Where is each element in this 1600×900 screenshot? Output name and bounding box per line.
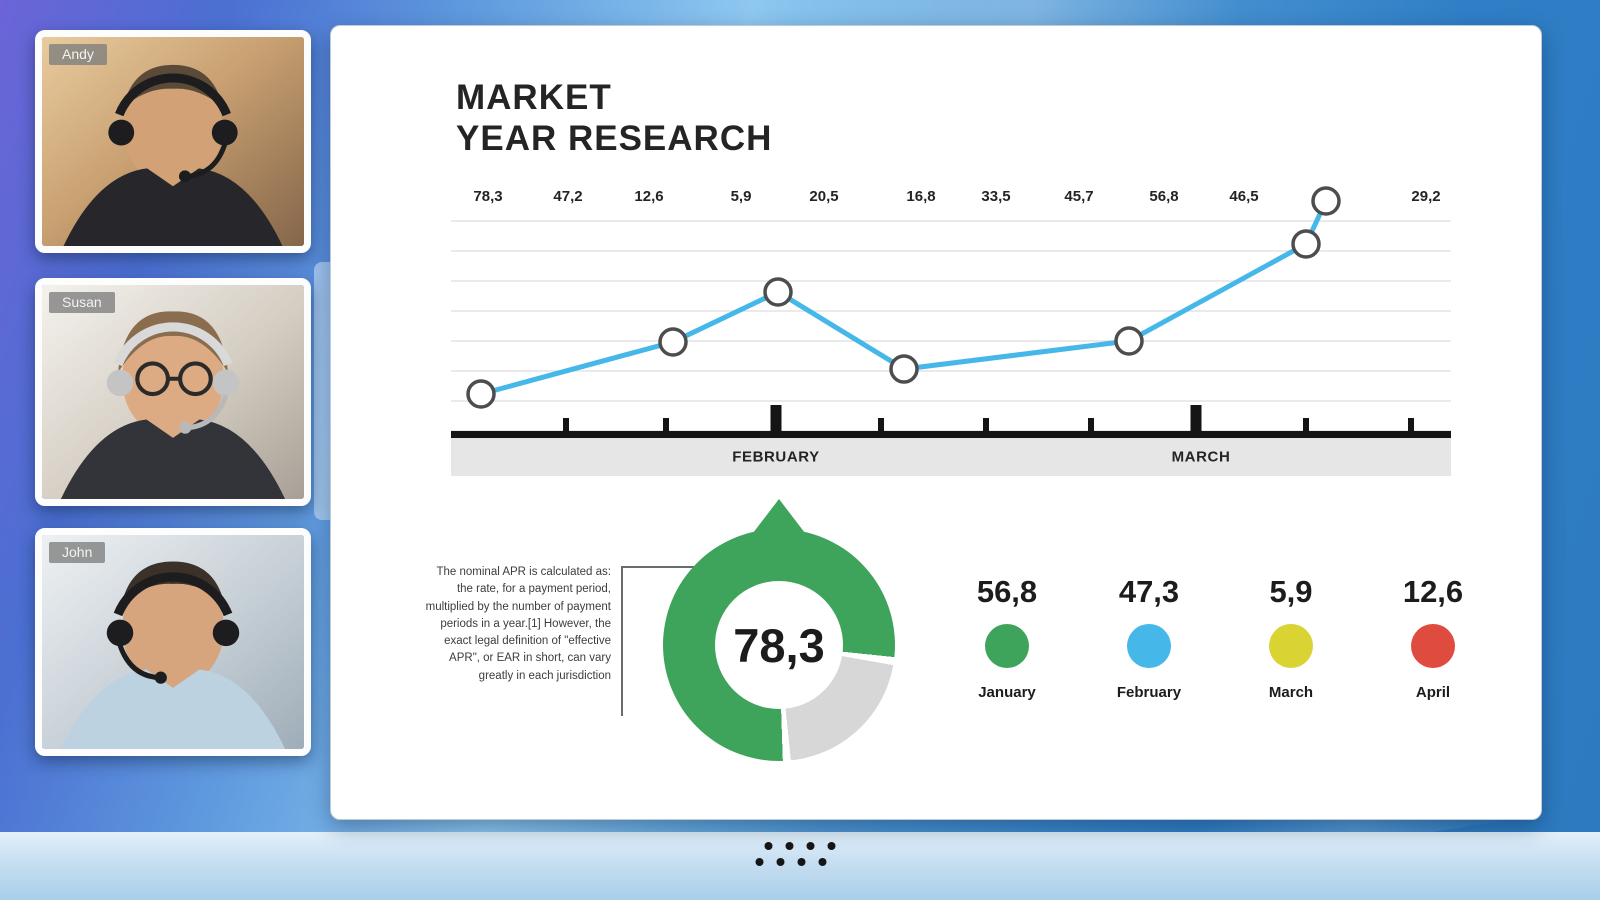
dot-icon — [785, 842, 794, 850]
axis-tick — [1303, 418, 1309, 431]
dot-icon — [776, 858, 785, 866]
line-marker — [1311, 186, 1341, 216]
axis-band: FEBRUARY MARCH — [451, 438, 1451, 476]
participant-name: Susan — [49, 292, 115, 313]
axis-tick — [983, 418, 989, 431]
annotation-bracket — [621, 566, 623, 716]
slide-title-line1: MARKET — [456, 78, 612, 117]
axis-month-label: FEBRUARY — [732, 448, 820, 466]
donut-value: 78,3 — [715, 581, 843, 709]
stat-label: March — [1268, 684, 1314, 701]
dot-icon — [827, 842, 836, 850]
avatar-placeholder — [60, 561, 286, 749]
axis-tick — [1190, 405, 1202, 431]
slide-title-line2: YEAR RESEARCH — [456, 118, 773, 158]
axis-tick — [1408, 418, 1414, 431]
stat-value: 12,6 — [1402, 574, 1464, 609]
chart-value-label: 33,5 — [981, 188, 1011, 205]
video-tile-andy[interactable]: Andy — [35, 30, 311, 253]
dot-icon — [818, 858, 827, 866]
chart-value-label: 46,5 — [1229, 188, 1259, 205]
donut-chart: 78,3 — [663, 499, 895, 761]
stat-circle — [1269, 624, 1313, 668]
stat-value: 47,3 — [1118, 574, 1180, 609]
axis-tick — [663, 418, 669, 431]
axis-tick — [770, 405, 782, 431]
video-tile-susan[interactable]: Susan — [35, 278, 311, 506]
line-marker — [1114, 326, 1144, 356]
stat-value: 56,8 — [976, 574, 1038, 609]
chart-axis: FEBRUARY MARCH — [451, 405, 1451, 476]
chart-value-label: 20,5 — [809, 188, 839, 205]
participant-video — [42, 285, 304, 499]
chart-value-label: 29,2 — [1411, 188, 1441, 205]
stat-label: February — [1116, 684, 1182, 701]
stat-march: 5,9 March — [1227, 574, 1355, 701]
axis-tick — [878, 418, 884, 431]
dock-indicator — [755, 842, 836, 874]
chart-value-label: 16,8 — [906, 188, 936, 205]
slide-title: MARKET YEAR RESEARCH — [456, 78, 772, 159]
chart-top-labels: 78,3 47,2 12,6 5,9 20,5 16,8 33,5 45,7 56,8 46,5 2… — [451, 188, 1451, 210]
dot-icon — [806, 842, 815, 850]
stat-label: January — [978, 684, 1036, 701]
dot-icon — [764, 842, 773, 850]
line-chart-svg — [451, 186, 1451, 432]
axis-ticks — [451, 405, 1451, 431]
line-marker — [1291, 229, 1321, 259]
line-marker — [889, 354, 919, 384]
chart-value-label: 78,3 — [473, 188, 503, 205]
dot-icon — [755, 858, 764, 866]
dock-dots-row — [755, 858, 827, 866]
participant-name: Andy — [49, 44, 107, 65]
donut-pointer — [753, 499, 805, 533]
participant-name: John — [49, 542, 106, 563]
axis-month-label: MARCH — [1171, 448, 1231, 466]
axis-tick — [563, 418, 569, 431]
axis-line — [451, 431, 1451, 438]
stat-circle — [985, 624, 1029, 668]
month-stats: 56,8 January 47,3 February 5,9 March 12,… — [943, 574, 1497, 701]
stat-january: 56,8 January — [943, 574, 1071, 701]
annotation-bracket — [621, 566, 715, 568]
participant-video — [42, 37, 304, 246]
stat-circle — [1127, 624, 1171, 668]
video-tile-john[interactable]: John — [35, 528, 311, 756]
line-chart — [451, 186, 1451, 441]
line-marker — [466, 379, 496, 409]
chart-value-label: 47,2 — [553, 188, 583, 205]
chart-value-label: 5,9 — [730, 188, 752, 205]
dot-icon — [797, 858, 806, 866]
chart-value-label: 12,6 — [634, 188, 664, 205]
avatar-placeholder — [60, 311, 286, 499]
axis-tick — [1088, 418, 1094, 431]
dock-dots-row — [764, 842, 836, 850]
stat-april: 12,6 April — [1369, 574, 1497, 701]
stat-circle — [1411, 624, 1455, 668]
stat-february: 47,3 February — [1085, 574, 1213, 701]
donut-annotation: The nominal APR is calculated as: the ra… — [425, 566, 611, 682]
participant-video — [42, 535, 304, 749]
presentation-slide: MARKET YEAR RESEARCH 78,3 47,2 12,6 5,9 20,5… — [330, 25, 1542, 820]
chart-value-label: 56,8 — [1149, 188, 1179, 205]
bottom-band — [0, 832, 1600, 900]
avatar-placeholder — [63, 64, 283, 246]
chart-value-label: 45,7 — [1064, 188, 1094, 205]
line-marker — [658, 327, 688, 357]
stat-label: April — [1415, 684, 1451, 701]
stat-value: 5,9 — [1269, 574, 1313, 609]
line-marker — [763, 277, 793, 307]
